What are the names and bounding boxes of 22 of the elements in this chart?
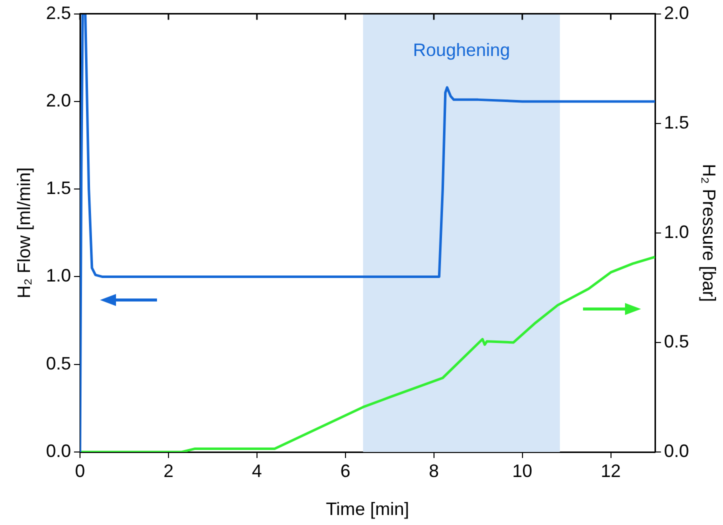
y2-axis-title: H₂ Pressure [bar] <box>699 164 720 302</box>
y-tick-label: 0.0 <box>46 440 71 461</box>
y2-tick-label: 0.5 <box>664 331 690 352</box>
y2-tick-label: 1.0 <box>664 222 690 242</box>
band-label: Roughening <box>412 40 510 60</box>
x-tick-label: 6 <box>340 460 350 481</box>
y-tick-label: 1.5 <box>46 178 71 198</box>
x-tick-label: 8 <box>428 460 439 481</box>
y-tick-label: 2.5 <box>46 2 71 23</box>
x-tick-label: 10 <box>512 460 532 481</box>
y2-tick-label: 0.0 <box>664 440 690 461</box>
y-axis-title: H₂ Flow [ml/min] <box>14 167 34 298</box>
x-axis-title: Time [min] <box>326 499 410 520</box>
y2-tick-label: 2.0 <box>664 2 690 23</box>
y-tick-label: 0.5 <box>46 353 71 374</box>
x-tick-label: 4 <box>252 460 262 481</box>
y-tick-label: 2.0 <box>46 90 71 110</box>
x-tick-label: 0 <box>74 460 86 481</box>
y-tick-label: 1.0 <box>46 266 71 286</box>
x-tick-label: 2 <box>163 460 174 481</box>
x-tick-label: 12 <box>600 460 621 481</box>
y2-tick-label: 1.5 <box>664 112 690 132</box>
